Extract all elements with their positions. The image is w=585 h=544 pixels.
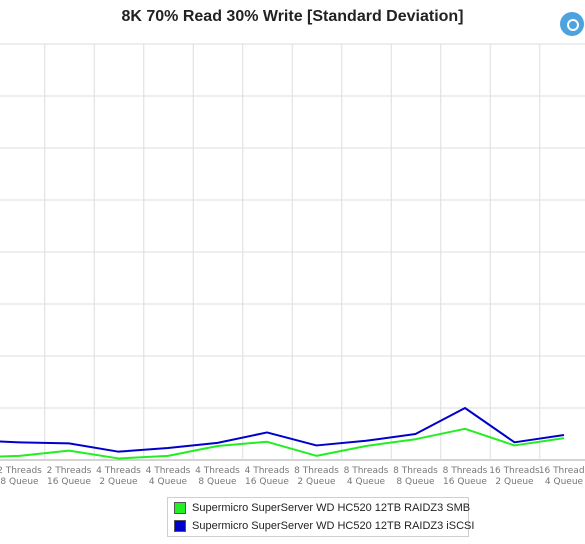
legend-swatch-smb [174, 502, 186, 514]
data-point-iscsi[interactable] [562, 433, 566, 437]
legend-label-smb: Supermicro SuperServer WD HC520 12TB RAI… [192, 502, 471, 514]
data-point-iscsi[interactable] [315, 443, 319, 447]
x-tick-label: 16 Threads 4 Queue [539, 466, 585, 487]
data-point-smb[interactable] [67, 449, 71, 453]
x-tick-label: 4 Threads 16 Queue [245, 466, 290, 487]
legend-label-iscsi: Supermicro SuperServer WD HC520 12TB RAI… [192, 520, 475, 532]
chart-menu-icon[interactable] [560, 12, 584, 36]
data-point-smb[interactable] [265, 440, 269, 444]
legend-item-iscsi[interactable]: Supermicro SuperServer WD HC520 12TB RAI… [174, 517, 474, 535]
legend-item-smb[interactable]: Supermicro SuperServer WD HC520 12TB RAI… [174, 499, 470, 517]
x-tick-label: 16 Threads 2 Queue [489, 466, 540, 487]
data-point-smb[interactable] [117, 456, 121, 460]
data-point-iscsi[interactable] [18, 440, 22, 444]
data-point-iscsi[interactable] [265, 430, 269, 434]
data-point-iscsi[interactable] [364, 439, 368, 443]
legend-swatch-iscsi [174, 520, 186, 532]
chart-title: 8K 70% Read 30% Write [Standard Deviatio… [121, 8, 464, 25]
data-point-smb[interactable] [364, 444, 368, 448]
x-tick-label: 8 Threads 2 Queue [294, 466, 339, 487]
data-point-smb[interactable] [463, 427, 467, 431]
x-tick-label: 8 Threads 16 Queue [443, 466, 488, 487]
x-tick-label: 4 Threads 2 Queue [96, 466, 141, 487]
data-point-iscsi[interactable] [67, 441, 71, 445]
data-point-smb[interactable] [18, 454, 22, 458]
x-tick-label: 8 Threads 4 Queue [344, 466, 389, 487]
chart-legend: Supermicro SuperServer WD HC520 12TB RAI… [167, 497, 474, 537]
x-tick-label: 2 Threads 8 Queue [0, 466, 42, 487]
data-point-iscsi[interactable] [166, 446, 170, 450]
data-point-iscsi[interactable] [117, 450, 121, 454]
grid-lines [0, 43, 585, 461]
data-point-smb[interactable] [315, 454, 319, 458]
x-tick-label: 2 Threads 16 Queue [47, 466, 92, 487]
data-point-iscsi[interactable] [463, 406, 467, 410]
x-tick-label: 4 Threads 8 Queue [195, 466, 240, 487]
series-lines [0, 406, 566, 460]
data-point-smb[interactable] [414, 437, 418, 441]
data-point-iscsi[interactable] [216, 441, 220, 445]
data-point-iscsi[interactable] [513, 440, 517, 444]
data-point-iscsi[interactable] [414, 432, 418, 436]
data-point-smb[interactable] [166, 454, 170, 458]
series-line-iscsi [0, 407, 565, 453]
x-tick-label: 4 Threads 4 Queue [146, 466, 191, 487]
x-tick-label: 8 Threads 8 Queue [393, 466, 438, 487]
series-line-smb [0, 427, 565, 460]
